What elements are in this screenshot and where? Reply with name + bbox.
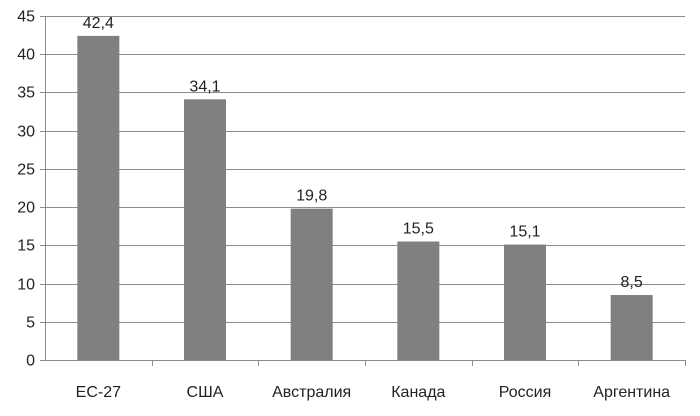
y-tick-label: 20: [17, 200, 35, 217]
x-tick-label: Аргентина: [593, 384, 670, 401]
bar-3: [290, 208, 333, 360]
y-tick-label: 40: [17, 47, 35, 64]
data-label: 42,4: [83, 15, 114, 32]
x-tick-label: Канада: [391, 384, 445, 401]
y-tick-label: 5: [26, 315, 35, 332]
y-tick-label: 15: [17, 238, 35, 255]
axes: [40, 16, 686, 366]
data-label: 8,5: [621, 274, 643, 291]
grid-lines: [45, 16, 685, 323]
labels: 0 5 10 15 20 25 30 35 40 45 42,4 ЕС-27 34,1 США 19,8 Ав…: [17, 9, 670, 402]
bar-1: [77, 35, 120, 361]
data-label: 15,5: [403, 221, 434, 238]
bar-4: [397, 241, 440, 360]
y-tick-label: 25: [17, 162, 35, 179]
x-tick-label: Россия: [499, 384, 551, 401]
bar-5: [504, 244, 546, 360]
x-tick-label: Австралия: [272, 384, 351, 401]
y-tick-label: 30: [17, 124, 35, 141]
y-tick-label: 35: [17, 85, 35, 102]
data-label: 15,1: [509, 224, 540, 241]
x-tick-label: ЕС-27: [76, 384, 121, 401]
y-tick-label: 10: [17, 277, 35, 294]
x-tick-label: США: [187, 384, 224, 401]
bar-2: [184, 99, 226, 360]
data-label: 34,1: [189, 78, 220, 95]
y-tick-label: 0: [26, 353, 35, 370]
y-tick-label: 45: [17, 9, 35, 26]
bar-6: [610, 295, 653, 360]
bars: [77, 35, 653, 361]
data-label: 19,8: [296, 188, 327, 205]
